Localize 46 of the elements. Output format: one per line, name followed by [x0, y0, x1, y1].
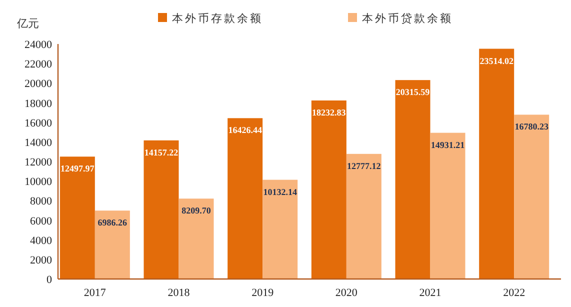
x-tick-label: 2019	[252, 287, 274, 299]
y-tick-label: 10000	[24, 176, 52, 188]
x-tick-label: 2022	[503, 287, 526, 299]
bar	[262, 180, 298, 279]
y-tick-label: 20000	[24, 78, 52, 90]
y-tick-label: 6000	[30, 215, 52, 228]
bar	[144, 140, 179, 279]
y-tick-label: 18000	[24, 98, 52, 110]
data-label: 20315.59	[396, 87, 430, 98]
data-label: 18232.83	[312, 107, 346, 118]
data-label: 14931.21	[430, 140, 466, 150]
bar	[60, 156, 95, 279]
bar	[479, 48, 514, 279]
bar	[311, 100, 346, 279]
data-label: 8209.70	[182, 206, 212, 216]
legend-label: 本外币贷款余额	[362, 12, 453, 25]
y-tick-label: 14000	[24, 136, 52, 149]
bar	[94, 210, 130, 279]
y-tick-label: 22000	[24, 58, 52, 71]
data-label: 16780.23	[514, 122, 549, 132]
y-tick-label: 4000	[30, 234, 52, 247]
x-tick-label: 2018	[168, 287, 190, 299]
y-tick-label: 8000	[30, 196, 52, 208]
y-tick-label: 0	[46, 274, 52, 286]
legend-label: 本外币存款余额	[172, 12, 263, 25]
data-label: 6986.26	[98, 218, 128, 228]
y-tick-label: 2000	[30, 254, 52, 266]
bar	[514, 114, 550, 279]
data-label: 12777.12	[347, 160, 382, 171]
bar	[228, 118, 263, 279]
y-tick-label: 16000	[24, 117, 52, 130]
data-label: 16426.44	[228, 125, 262, 136]
data-label: 12497.97	[60, 164, 95, 174]
data-label: 23514.02	[480, 56, 514, 66]
bar	[346, 154, 382, 279]
x-tick-label: 2020	[335, 287, 358, 299]
bar	[178, 198, 214, 279]
bar	[395, 80, 430, 279]
x-tick-label: 2017	[84, 287, 106, 299]
data-label: 10132.14	[263, 186, 298, 197]
y-tick-label: 24000	[24, 39, 52, 51]
y-tick-label: 12000	[24, 156, 52, 168]
x-tick-label: 2021	[419, 287, 442, 299]
data-label: 14157.22	[144, 147, 179, 158]
bar	[430, 132, 466, 279]
y-axis-title: 亿元	[16, 18, 39, 30]
